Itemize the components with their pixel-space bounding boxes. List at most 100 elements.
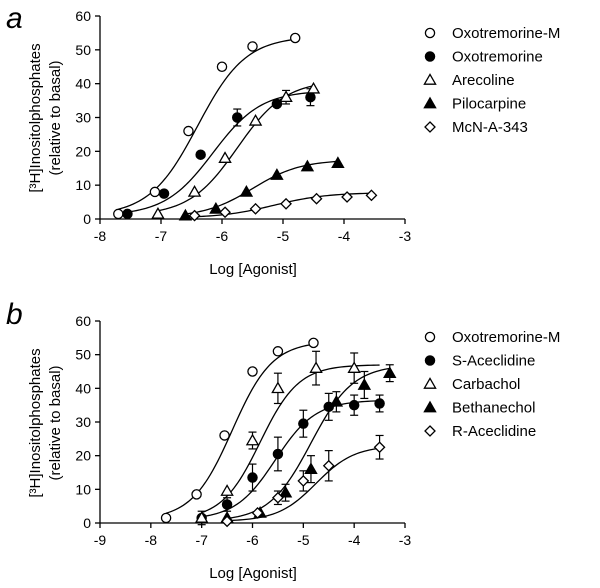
legend-marker-oxotremorine-m bbox=[424, 331, 436, 343]
data-point-oxotremorine-m bbox=[247, 366, 258, 377]
legend-marker-s-aceclidine bbox=[424, 355, 436, 366]
data-point-oxotremorine-m bbox=[113, 208, 124, 220]
y-tick-label: 30 bbox=[75, 414, 91, 430]
data-point-carbachol bbox=[347, 361, 361, 373]
y-tick-label: 50 bbox=[75, 42, 91, 58]
data-point-oxotremorine-m bbox=[289, 32, 301, 44]
data-points-b bbox=[160, 337, 397, 528]
data-point-mcn-a-343 bbox=[310, 192, 323, 205]
data-point-bethanechol bbox=[278, 485, 293, 498]
legend-label-oxotremorine: Oxotremorine bbox=[452, 49, 543, 66]
fit-curve-oxotremorine bbox=[127, 91, 311, 213]
x-axis-title-b: Log [Agonist] bbox=[209, 565, 297, 582]
x-tick-label: -8 bbox=[145, 532, 158, 548]
error-bars-b bbox=[197, 350, 394, 526]
legend-label-arecoline: Arecoline bbox=[452, 72, 515, 89]
data-point-pilocarpine bbox=[270, 168, 284, 180]
legend-marker-oxotremorine bbox=[424, 51, 436, 62]
axes-b: -9 -8 -7 -6 -5 -4 -3 0 10 20 30 40 50 60 bbox=[75, 313, 411, 548]
data-point-oxotremorine-m bbox=[191, 489, 202, 500]
data-point-carbachol bbox=[309, 361, 323, 373]
data-point-carbachol bbox=[271, 381, 285, 394]
data-point-s-aceclidine bbox=[348, 399, 360, 411]
data-point-s-aceclidine bbox=[221, 499, 233, 510]
y-tick-label: 10 bbox=[75, 481, 91, 497]
fit-curve-oxotremorine-m bbox=[118, 38, 296, 210]
data-point-pilocarpine bbox=[239, 185, 254, 197]
x-tick-label: -3 bbox=[399, 228, 412, 244]
y-tick-label: 30 bbox=[75, 110, 91, 126]
legend-label-r-aceclidine: R-Aceclidine bbox=[452, 423, 536, 440]
panel-b: b [³H]Inositolphosphates (relative to ba… bbox=[6, 298, 560, 582]
data-point-s-aceclidine bbox=[272, 448, 284, 460]
y-tick-label: 60 bbox=[75, 8, 91, 24]
data-point-bethanechol bbox=[304, 462, 318, 474]
data-point-s-aceclidine bbox=[374, 398, 385, 409]
y-tick-label: 20 bbox=[75, 448, 91, 464]
panel-label-b: b bbox=[6, 298, 23, 331]
data-point-oxotremorine-m bbox=[149, 186, 161, 198]
fit-curve-arecoline bbox=[157, 85, 314, 212]
x-tick-label: -4 bbox=[338, 228, 351, 244]
x-tick-label: -5 bbox=[297, 532, 310, 548]
data-point-oxotremorine-m bbox=[160, 512, 172, 524]
data-point-arecoline bbox=[218, 151, 232, 163]
x-tick-label: -3 bbox=[399, 532, 412, 548]
legend-marker-r-aceclidine bbox=[424, 425, 436, 437]
legend-a: Oxotremorine-M Oxotremorine Arecoline Piloc… bbox=[423, 25, 560, 136]
data-point-carbachol bbox=[194, 511, 209, 523]
legend-marker-mcn-a-343 bbox=[424, 121, 436, 133]
data-point-mcn-a-343 bbox=[341, 191, 353, 203]
x-tick-label: -7 bbox=[195, 532, 208, 548]
data-point-arecoline bbox=[279, 90, 293, 103]
x-tick-label: -7 bbox=[155, 228, 168, 244]
fit-curve-r-aceclidine bbox=[227, 447, 380, 522]
data-point-arecoline bbox=[248, 113, 263, 126]
legend-marker-arecoline bbox=[423, 73, 437, 85]
data-point-oxotremorine-m bbox=[247, 41, 258, 52]
data-point-oxotremorine bbox=[158, 188, 170, 199]
data-point-arecoline bbox=[187, 185, 202, 197]
data-point-oxotremorine bbox=[305, 91, 316, 103]
y-tick-label: 40 bbox=[75, 76, 91, 92]
legend-label-oxotremorine-m: Oxotremorine-M bbox=[452, 25, 560, 42]
legend-marker-bethanechol bbox=[423, 400, 437, 413]
x-tick-label: -6 bbox=[216, 228, 229, 244]
data-point-pilocarpine bbox=[209, 201, 223, 214]
y-tick-label: 20 bbox=[75, 143, 91, 159]
fit-curve-pilocarpine bbox=[185, 160, 338, 215]
data-point-r-aceclidine bbox=[322, 459, 335, 472]
y-tick-label: 50 bbox=[75, 347, 91, 363]
data-point-r-aceclidine bbox=[271, 491, 284, 504]
y-tick-label: 40 bbox=[75, 380, 91, 396]
legend-label-s-aceclidine: S-Aceclidine bbox=[452, 353, 535, 370]
y-tick-label: 0 bbox=[83, 211, 91, 227]
data-point-oxotremorine-m bbox=[308, 337, 319, 349]
legend-marker-oxotremorine-m bbox=[424, 27, 436, 39]
data-point-mcn-a-343 bbox=[280, 197, 292, 210]
legend-marker-pilocarpine bbox=[423, 96, 437, 109]
y-axis-title-a-line1: [³H]Inositolphosphates bbox=[27, 43, 44, 192]
data-point-r-aceclidine bbox=[297, 474, 310, 487]
data-point-oxotremorine-m bbox=[272, 346, 284, 357]
data-point-mcn-a-343 bbox=[365, 189, 378, 202]
fit-curve-oxotremorine-m bbox=[165, 343, 314, 514]
fit-curve-carbachol bbox=[201, 364, 380, 514]
data-point-oxotremorine-m bbox=[219, 430, 230, 441]
x-axis-title-a: Log [Agonist] bbox=[209, 261, 297, 278]
x-tick-label: -8 bbox=[94, 228, 107, 244]
data-point-mcn-a-343 bbox=[188, 209, 201, 222]
data-point-oxotremorine-m bbox=[183, 125, 194, 137]
y-tick-label: 10 bbox=[75, 177, 91, 193]
y-axis-title-b-line1: [³H]Inositolphosphates bbox=[27, 348, 44, 497]
data-point-mcn-a-343 bbox=[249, 202, 262, 215]
data-point-arecoline bbox=[151, 207, 165, 219]
fit-curve-s-aceclidine bbox=[201, 400, 380, 518]
legend-label-pilocarpine: Pilocarpine bbox=[452, 96, 526, 113]
data-point-bethanechol bbox=[383, 366, 397, 379]
panel-a: a [³H]Inositolphosphates (relative to ba… bbox=[6, 2, 560, 278]
y-tick-label: 0 bbox=[83, 515, 91, 531]
data-point-s-aceclidine bbox=[247, 472, 258, 483]
legend-label-oxotremorine-m: Oxotremorine-M bbox=[452, 329, 560, 346]
